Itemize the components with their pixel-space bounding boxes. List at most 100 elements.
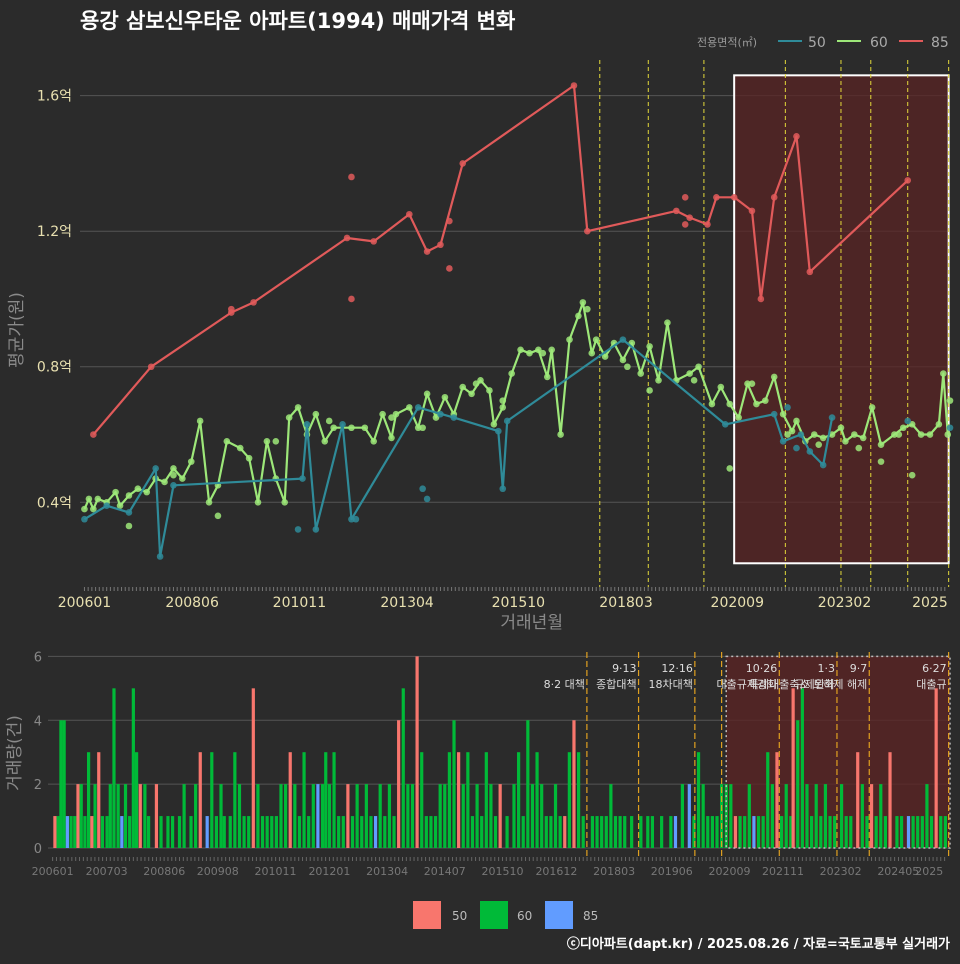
- volume-bar-60: [146, 816, 151, 848]
- volume-bar-60: [134, 752, 139, 848]
- data-point-60: [686, 370, 693, 377]
- data-point-60: [784, 431, 791, 438]
- x-tick-label: 2025: [915, 865, 943, 878]
- volume-bar-60: [770, 784, 774, 848]
- data-point-60: [285, 414, 293, 421]
- data-point-60: [726, 465, 734, 472]
- data-point-60: [575, 312, 582, 320]
- volume-bar-60: [327, 784, 332, 848]
- legend-bottom-label-60: 60: [517, 909, 532, 923]
- data-point-85: [228, 305, 235, 313]
- policy-label: 1·3: [817, 662, 835, 675]
- data-point-60: [855, 444, 863, 452]
- data-point-50: [499, 485, 507, 493]
- volume-bar-60: [247, 816, 251, 848]
- volume-bar-60: [143, 784, 147, 848]
- data-point-60: [819, 434, 827, 442]
- data-point-60: [143, 488, 151, 496]
- data-point-60: [214, 512, 222, 520]
- volume-bar-60: [929, 816, 934, 848]
- data-point-50: [797, 431, 805, 438]
- policy-label: 9·13: [612, 662, 637, 675]
- data-point-60: [125, 522, 133, 530]
- data-point-50: [170, 482, 177, 489]
- volume-bar-60: [809, 816, 814, 848]
- x-tick-label: 201201: [308, 865, 350, 878]
- volume-bar-60: [383, 816, 387, 848]
- volume-bar-60: [256, 784, 260, 848]
- data-point-85: [348, 295, 355, 303]
- volume-bar-60: [911, 816, 915, 848]
- volume-bar-60: [131, 688, 135, 848]
- data-point-60: [361, 424, 369, 432]
- data-point-85: [681, 194, 689, 201]
- volume-bar-60: [715, 816, 719, 848]
- data-point-50: [904, 417, 912, 425]
- x-tick-label: 200806: [143, 865, 185, 878]
- data-point-50: [806, 448, 814, 455]
- data-point-85: [713, 194, 720, 201]
- volume-bar-60: [696, 752, 701, 848]
- volume-bar-60: [284, 784, 288, 848]
- data-point-60: [499, 404, 507, 411]
- volume-bar-50: [498, 784, 502, 848]
- volume-bar-60: [660, 816, 664, 848]
- data-point-85: [793, 133, 800, 140]
- data-point-60: [379, 410, 386, 418]
- volume-bar-60: [260, 816, 265, 848]
- volume-bar-60: [242, 816, 246, 848]
- volume-bar-60: [874, 816, 878, 848]
- data-point-60: [539, 349, 547, 357]
- volume-bar-60: [530, 784, 535, 848]
- data-point-60: [926, 431, 934, 438]
- volume-bar-60: [112, 688, 116, 848]
- data-point-60: [486, 387, 493, 394]
- legend-label-50: 50: [808, 35, 826, 51]
- volume-bar-60: [814, 784, 818, 848]
- data-point-60: [205, 498, 213, 506]
- data-point-50: [423, 495, 431, 503]
- data-point-60: [294, 404, 302, 411]
- volume-bar-60: [452, 720, 456, 848]
- data-point-85: [570, 82, 578, 89]
- data-point-60: [935, 421, 943, 428]
- volume-bar-60: [823, 784, 828, 848]
- policy-label: 규제완화: [794, 678, 834, 691]
- data-point-60: [223, 437, 231, 445]
- volume-bar-85: [373, 816, 378, 848]
- data-point-60: [490, 421, 498, 428]
- volume-bar-60: [609, 784, 613, 848]
- volume-bar-50: [775, 752, 779, 848]
- data-point-60: [548, 346, 556, 354]
- volume-bar-50: [888, 752, 892, 848]
- volume-bar-60: [378, 784, 382, 848]
- volume-bar-60: [433, 816, 438, 848]
- x-tick-label: 200703: [86, 865, 128, 878]
- data-point-50: [946, 424, 954, 432]
- y-tick-label: 0.4억: [37, 495, 72, 511]
- data-point-85: [90, 431, 97, 438]
- volume-bar-60: [369, 816, 373, 848]
- x-tick-label: 201304: [380, 595, 434, 611]
- data-point-60: [899, 424, 907, 432]
- x-tick-label: 201510: [492, 595, 545, 611]
- data-point-60: [944, 431, 952, 438]
- data-point-60: [868, 404, 876, 411]
- volume-bar-85: [205, 816, 209, 848]
- volume-bar-50: [856, 752, 860, 848]
- chart-title: 용강 삼보신우타운 아파트(1994) 매매가격 변화: [80, 9, 516, 33]
- volume-bar-60: [828, 816, 832, 848]
- legend-bottom-label-85: 85: [583, 909, 598, 923]
- volume-bar-60: [595, 816, 599, 848]
- volume-bar-50: [138, 784, 142, 848]
- x-axis-title: 거래년월: [500, 613, 563, 633]
- x-tick-label: 201612: [535, 865, 577, 878]
- data-point-60: [441, 393, 449, 401]
- policy-label: 10·26: [746, 662, 778, 675]
- volume-bar-60: [512, 784, 516, 848]
- data-point-85: [730, 194, 738, 201]
- volume-bar-60: [590, 816, 595, 848]
- volume-bar-60: [669, 816, 673, 848]
- data-point-50: [828, 414, 836, 421]
- volume-bar-60: [364, 784, 368, 848]
